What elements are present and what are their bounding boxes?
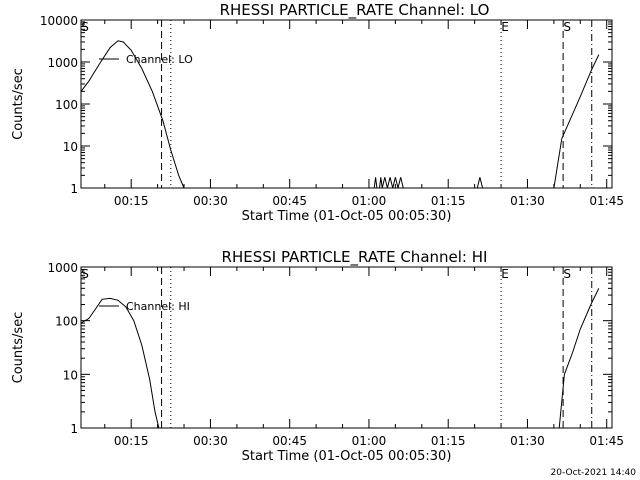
legend-label: Channel: HI bbox=[126, 300, 190, 313]
x-tick-label: 00:15 bbox=[114, 434, 149, 448]
x-axis-label: Start Time (01-Oct-05 00:05:30) bbox=[242, 209, 452, 224]
x-axis-label: Start Time (01-Oct-05 00:05:30) bbox=[242, 449, 452, 464]
x-tick-label: 01:30 bbox=[510, 194, 545, 208]
plot-frame bbox=[80, 266, 613, 429]
series-line bbox=[80, 297, 160, 429]
y-tick-label: 1000 bbox=[47, 56, 78, 70]
event-marker-label: S bbox=[81, 20, 89, 34]
x-tick-label: 00:30 bbox=[193, 434, 228, 448]
event-marker-label: E bbox=[501, 267, 509, 281]
chart-title: RHESSI PARTICLE_RATE Channel: HI bbox=[222, 248, 488, 267]
x-tick-label: 01:30 bbox=[510, 434, 545, 448]
plot-frame bbox=[80, 19, 613, 189]
event-marker-label: E bbox=[501, 20, 509, 34]
x-tick-label: 00:45 bbox=[272, 194, 307, 208]
chart-title: RHESSI PARTICLE_RATE Channel: LO bbox=[220, 1, 490, 20]
series-line bbox=[553, 54, 600, 189]
event-marker-label: S bbox=[81, 267, 89, 281]
event-marker-label: S bbox=[563, 20, 571, 34]
y-axis-label: Counts/sec bbox=[11, 312, 26, 384]
chart-panel-lo: RHESSI PARTICLE_RATE Channel: LO 1 10 100 10… bbox=[11, 1, 624, 224]
x-tick-label: 01:15 bbox=[431, 434, 466, 448]
x-tick-label: 00:15 bbox=[114, 194, 149, 208]
y-tick-label: 10 bbox=[63, 368, 78, 382]
y-tick-label: 10000 bbox=[40, 14, 78, 28]
series-line bbox=[80, 40, 185, 189]
y-axis-label: Counts/sec bbox=[11, 68, 26, 140]
legend-label: Channel: LO bbox=[126, 53, 193, 66]
x-tick-label: 01:15 bbox=[431, 194, 466, 208]
x-tick-label: 01:45 bbox=[589, 194, 624, 208]
x-tick-label: 00:30 bbox=[193, 194, 228, 208]
y-tick-label: 1000 bbox=[47, 261, 78, 275]
x-tick-label: 01:00 bbox=[352, 194, 387, 208]
generation-timestamp: 20-Oct-2021 14:40 bbox=[551, 468, 637, 478]
chart-panel-hi: RHESSI PARTICLE_RATE Channel: HI 1 10 100 10… bbox=[11, 248, 624, 464]
x-tick-label: 01:45 bbox=[589, 434, 624, 448]
y-tick-label: 100 bbox=[55, 315, 78, 329]
series-line bbox=[558, 288, 600, 429]
series-line bbox=[373, 177, 404, 189]
x-tick-label: 01:00 bbox=[352, 434, 387, 448]
series-line bbox=[476, 177, 484, 189]
y-tick-label: 1 bbox=[70, 422, 78, 436]
x-tick-label: 00:45 bbox=[272, 434, 307, 448]
y-tick-label: 100 bbox=[55, 98, 78, 112]
event-marker-label: S bbox=[563, 267, 571, 281]
y-tick-label: 10 bbox=[63, 140, 78, 154]
y-tick-label: 1 bbox=[70, 182, 78, 196]
